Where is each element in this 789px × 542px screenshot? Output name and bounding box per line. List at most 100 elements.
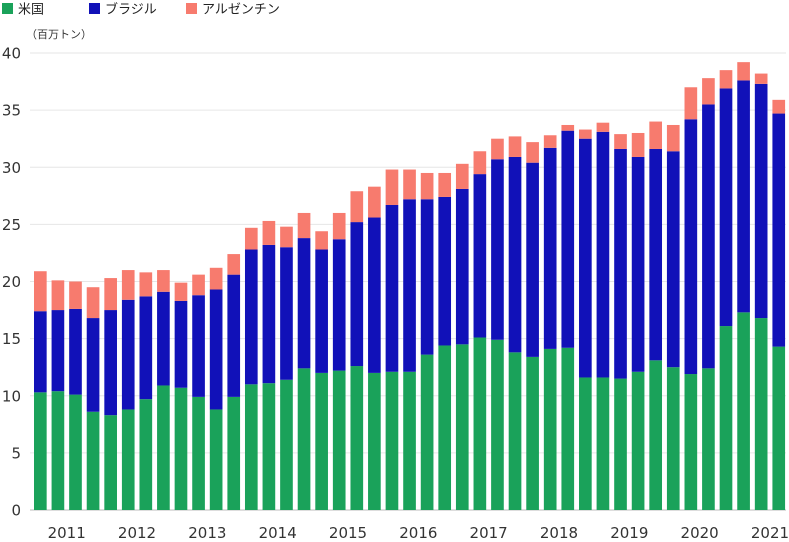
bar-2-22 xyxy=(420,172,434,200)
bar-2-14 xyxy=(280,226,293,248)
bar-1-24 xyxy=(455,188,469,345)
bar-2-41 xyxy=(754,73,768,84)
bar-0-36 xyxy=(666,367,680,510)
bar-1-42 xyxy=(772,113,786,347)
bar-0-15 xyxy=(297,368,311,510)
y-tick-label: 30 xyxy=(2,159,21,177)
bar-2-3 xyxy=(86,287,100,319)
bar-1-18 xyxy=(350,222,364,367)
x-tick-label: 2021 xyxy=(751,524,789,542)
bar-1-8 xyxy=(174,300,188,388)
bar-1-35 xyxy=(649,148,663,361)
bar-0-26 xyxy=(491,339,504,510)
bar-1-31 xyxy=(579,138,592,378)
x-tick-label: 2013 xyxy=(188,524,226,542)
y-axis-ticks: 0 5 10 15 20 25 30 35 40 xyxy=(2,45,21,520)
legend-label-0: 米国 xyxy=(18,3,44,18)
bar-1-30 xyxy=(561,130,575,348)
bar-2-8 xyxy=(174,282,188,301)
legend-label-1: ブラジル xyxy=(105,2,157,18)
bar-1-0 xyxy=(34,311,47,393)
legend-swatch-2 xyxy=(186,3,197,14)
bar-2-38 xyxy=(702,78,715,105)
bar-0-7 xyxy=(157,385,170,510)
legend-swatch-0 xyxy=(2,3,13,14)
bar-0-10 xyxy=(209,409,223,510)
bar-1-34 xyxy=(631,156,645,372)
bar-2-4 xyxy=(104,278,117,311)
bar-2-16 xyxy=(315,231,328,250)
bar-2-20 xyxy=(385,169,399,205)
bar-1-25 xyxy=(473,174,487,338)
y-tick-label: 15 xyxy=(2,330,21,348)
bar-0-28 xyxy=(526,356,539,510)
bar-0-2 xyxy=(69,394,82,510)
bar-0-17 xyxy=(332,370,346,510)
bar-2-6 xyxy=(139,272,153,297)
bar-1-11 xyxy=(227,274,241,397)
bar-2-39 xyxy=(719,70,733,89)
y-tick-label: 0 xyxy=(11,502,21,520)
bar-0-41 xyxy=(754,318,768,510)
x-tick-label: 2011 xyxy=(48,524,86,542)
bar-1-10 xyxy=(209,289,223,410)
bar-1-36 xyxy=(666,151,680,368)
bar-2-7 xyxy=(157,270,170,292)
bar-0-31 xyxy=(579,377,592,510)
bar-0-6 xyxy=(139,399,153,510)
bar-0-16 xyxy=(315,372,328,510)
bar-1-4 xyxy=(104,310,117,416)
bar-0-39 xyxy=(719,326,733,510)
bar-0-24 xyxy=(455,344,469,510)
bar-2-36 xyxy=(666,124,680,152)
bars xyxy=(34,62,786,510)
bar-2-25 xyxy=(473,151,487,175)
bar-1-6 xyxy=(139,296,153,400)
bar-1-33 xyxy=(614,148,627,379)
bar-2-11 xyxy=(227,254,241,275)
bar-2-34 xyxy=(631,132,645,157)
bar-1-15 xyxy=(297,238,311,369)
bar-0-35 xyxy=(649,360,663,510)
bar-2-40 xyxy=(737,62,750,81)
bar-1-26 xyxy=(491,159,504,340)
bar-1-20 xyxy=(385,204,399,372)
bar-0-0 xyxy=(34,392,47,510)
bar-1-41 xyxy=(754,83,768,319)
legend-swatch-1 xyxy=(89,3,100,14)
bar-0-40 xyxy=(737,312,750,510)
bar-0-5 xyxy=(121,409,135,510)
y-tick-label: 20 xyxy=(2,273,21,291)
y-tick-label: 35 xyxy=(2,102,21,120)
bar-1-39 xyxy=(719,88,733,327)
bar-2-18 xyxy=(350,191,364,223)
bar-0-32 xyxy=(596,377,610,510)
bar-2-31 xyxy=(579,129,592,139)
bar-2-24 xyxy=(455,163,469,189)
bar-1-23 xyxy=(438,196,452,346)
x-tick-label: 2019 xyxy=(610,524,648,542)
bar-0-37 xyxy=(684,374,698,510)
bar-1-17 xyxy=(332,239,346,371)
x-tick-label: 2017 xyxy=(470,524,508,542)
legend: 米国 ブラジル アルゼンチン xyxy=(2,2,280,18)
x-tick-label: 2018 xyxy=(540,524,578,542)
bar-0-8 xyxy=(174,387,188,510)
bar-0-21 xyxy=(403,371,416,510)
y-tick-label: 25 xyxy=(2,216,21,234)
bar-0-12 xyxy=(244,384,258,510)
bar-0-1 xyxy=(51,391,65,510)
bar-1-7 xyxy=(157,291,170,386)
bar-0-11 xyxy=(227,396,241,510)
bar-2-28 xyxy=(526,142,539,163)
legend-label-2: アルゼンチン xyxy=(202,3,280,18)
bar-0-13 xyxy=(262,383,276,510)
bar-1-9 xyxy=(192,295,205,397)
bar-2-21 xyxy=(403,169,416,200)
bar-0-9 xyxy=(192,396,205,510)
bar-2-37 xyxy=(684,87,698,120)
bar-0-25 xyxy=(473,337,487,510)
bar-1-40 xyxy=(737,80,750,313)
bar-1-19 xyxy=(368,217,381,373)
bar-2-33 xyxy=(614,134,627,149)
